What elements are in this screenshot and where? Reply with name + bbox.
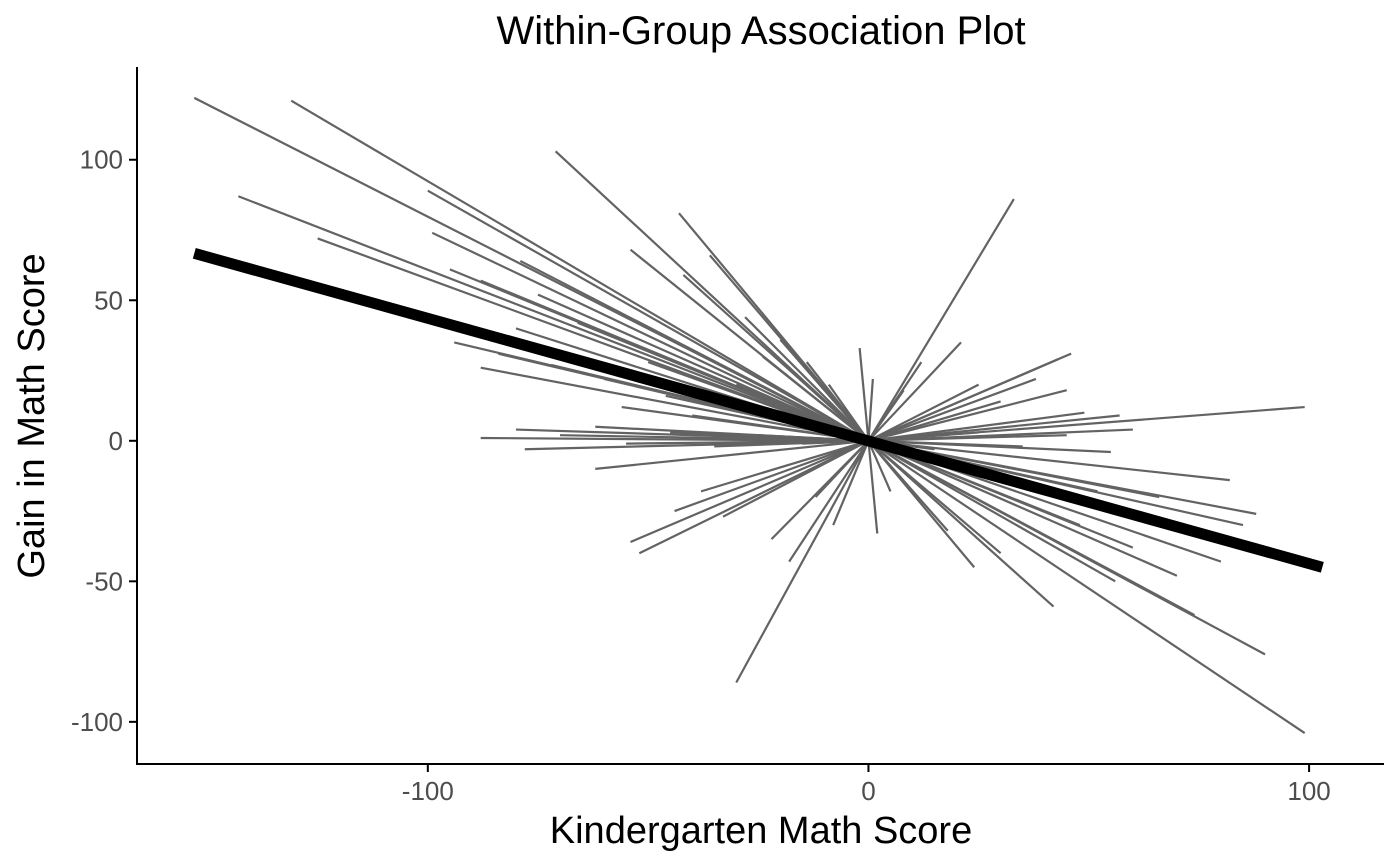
group-line-52 [735, 440, 870, 684]
group-line-6 [431, 231, 869, 442]
group-line-81 [868, 439, 1178, 577]
chart-title: Within-Group Association Plot [496, 9, 1025, 53]
group-line-77 [868, 439, 1230, 482]
group-line-93 [867, 440, 892, 492]
x-axis-title: Kindergarten Math Score [550, 810, 972, 852]
group-line-86 [867, 439, 1116, 583]
group-line-57 [867, 440, 879, 534]
group-line-46 [595, 439, 869, 470]
group-line-65 [868, 389, 1068, 442]
y-tick-label: -100 [71, 707, 123, 737]
x-tick-label: -100 [402, 776, 454, 806]
group-line-47 [630, 439, 869, 543]
y-axis-title: Gain in Math Score [11, 253, 53, 578]
group-line-34 [858, 347, 870, 441]
group-line-74 [868, 439, 1023, 448]
group-line-73 [868, 434, 1067, 442]
group-line-54 [788, 440, 870, 563]
x-tick-label: 100 [1287, 776, 1330, 806]
group-line-89 [867, 439, 1002, 555]
group-line-67 [867, 383, 980, 442]
x-tick-label: 0 [861, 776, 875, 806]
group-line-66 [868, 400, 1001, 442]
group-line-2 [290, 99, 870, 442]
group-line-13 [682, 274, 870, 442]
group-line-56 [832, 440, 870, 526]
group-line-64 [868, 377, 1037, 442]
group-line-29 [779, 338, 870, 442]
y-tick-label: -50 [85, 566, 123, 596]
group-line-63 [868, 358, 1059, 442]
group-line-39 [559, 434, 869, 442]
group-line-75 [868, 431, 979, 442]
group-line-9 [554, 150, 870, 442]
group-line-61 [867, 389, 905, 442]
y-tick-label: 100 [80, 145, 123, 175]
group-line-3 [237, 195, 869, 442]
y-tick-label: 0 [109, 426, 123, 456]
plot-area [192, 96, 1324, 734]
group-line-58 [867, 198, 1015, 442]
x-axis-ticks: -100 0 100 [402, 764, 1331, 806]
group-line-59 [867, 341, 962, 442]
overall-association-line [192, 248, 1324, 573]
group-line-92 [867, 440, 923, 504]
group-line-8 [519, 259, 869, 442]
group-line-4 [427, 189, 869, 442]
group-line-70 [868, 411, 1085, 442]
group-line-55 [814, 440, 870, 498]
group-line-35 [867, 378, 874, 441]
group-line-27 [744, 316, 870, 442]
group-line-28 [762, 355, 870, 442]
group-line-49 [674, 439, 869, 513]
y-axis-ticks: 100 50 0 -50 -100 [71, 145, 137, 737]
group-line-51 [722, 439, 869, 518]
y-tick-label: 50 [94, 285, 123, 315]
group-line-50 [700, 439, 869, 493]
group-line-84 [867, 439, 1196, 617]
group-line-83 [867, 439, 1306, 734]
